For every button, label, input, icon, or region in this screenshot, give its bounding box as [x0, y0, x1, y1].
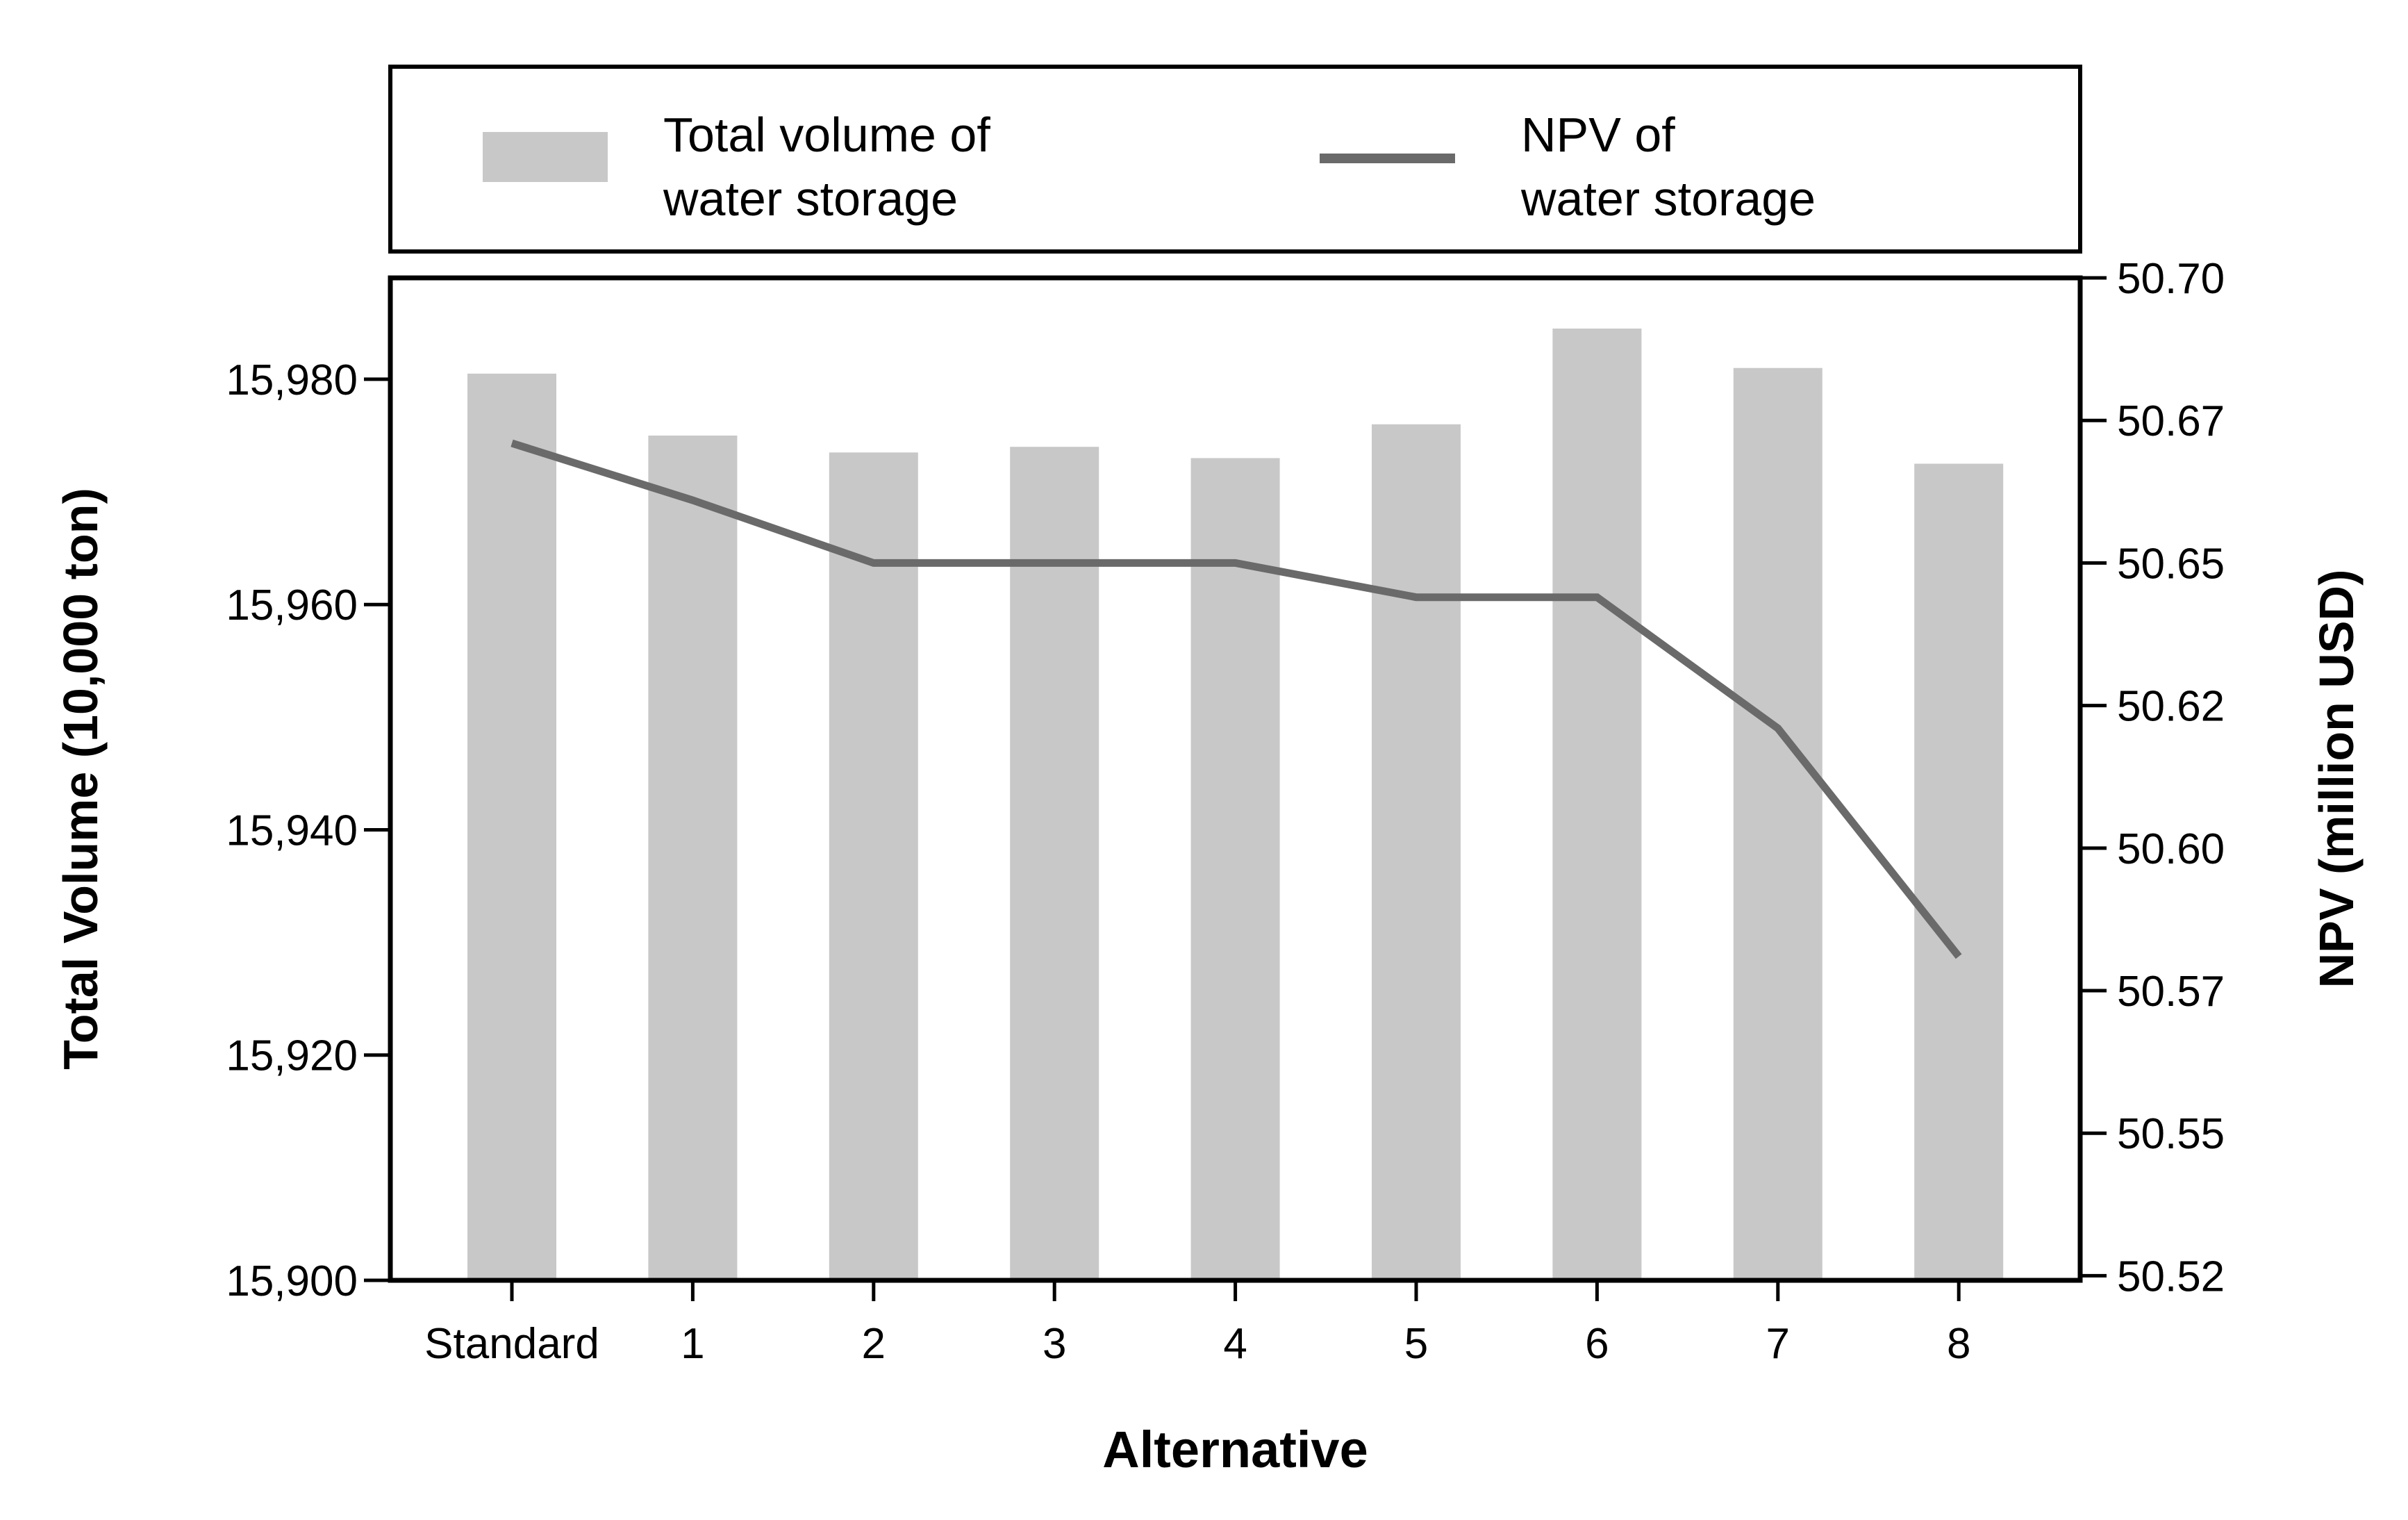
x-tick-label-3: 3 — [1043, 1320, 1066, 1368]
y-left-tick-label: 15,900 — [226, 1257, 358, 1305]
bar-2 — [829, 452, 918, 1280]
y-right-tick-label: 50.67 — [2117, 397, 2225, 445]
y-right-tick-label: 50.57 — [2117, 968, 2225, 1016]
left-axis-title: Total Volume (10,000 ton) — [53, 488, 108, 1070]
bar-1 — [648, 435, 738, 1280]
y-left-tick-label: 15,960 — [226, 581, 358, 629]
bar-3 — [1010, 447, 1099, 1280]
npv-line — [510, 439, 1962, 959]
bar-6 — [1552, 328, 1642, 1280]
legend-label-line: water storage — [1520, 172, 1816, 226]
bar-7 — [1733, 367, 1822, 1280]
x-tick-label-7: 7 — [1766, 1320, 1790, 1368]
y-left-tick-label: 15,980 — [226, 356, 358, 404]
x-tick-label-6: 6 — [1585, 1320, 1609, 1368]
y-left-tick-label: 15,920 — [226, 1032, 358, 1080]
x-tick-label-8: 8 — [1947, 1320, 1970, 1368]
x-tick-label-standard: Standard — [424, 1320, 599, 1368]
y-right-tick-label: 50.60 — [2117, 825, 2225, 873]
y-left-tick-label: 15,940 — [226, 807, 358, 854]
legend-label-line: water storage — [663, 172, 958, 226]
x-axis-title: Alternative — [1102, 1421, 1368, 1478]
y-right-tick-label: 50.62 — [2117, 683, 2225, 731]
legend-bar-swatch — [483, 132, 608, 182]
legend-label-line: Total volume of — [663, 108, 990, 162]
right-axis-title: NPV (million USD) — [2309, 570, 2364, 989]
y-right-tick-label: 50.65 — [2117, 540, 2225, 588]
bar-8 — [1914, 463, 2004, 1280]
y-right-tick-label: 50.55 — [2117, 1110, 2225, 1158]
legend-label-line: NPV of — [1521, 108, 1675, 162]
x-tick-label-1: 1 — [681, 1320, 704, 1368]
bar-5 — [1372, 424, 1461, 1280]
x-tick-label-2: 2 — [862, 1320, 886, 1368]
y-right-tick-label: 50.52 — [2117, 1253, 2225, 1300]
bar-standard — [467, 373, 556, 1280]
legend-box — [388, 65, 2082, 254]
y-right-tick-label: 50.70 — [2117, 255, 2225, 303]
bar-4 — [1190, 458, 1280, 1280]
x-tick-label-5: 5 — [1404, 1320, 1428, 1368]
x-tick-label-4: 4 — [1223, 1320, 1247, 1368]
